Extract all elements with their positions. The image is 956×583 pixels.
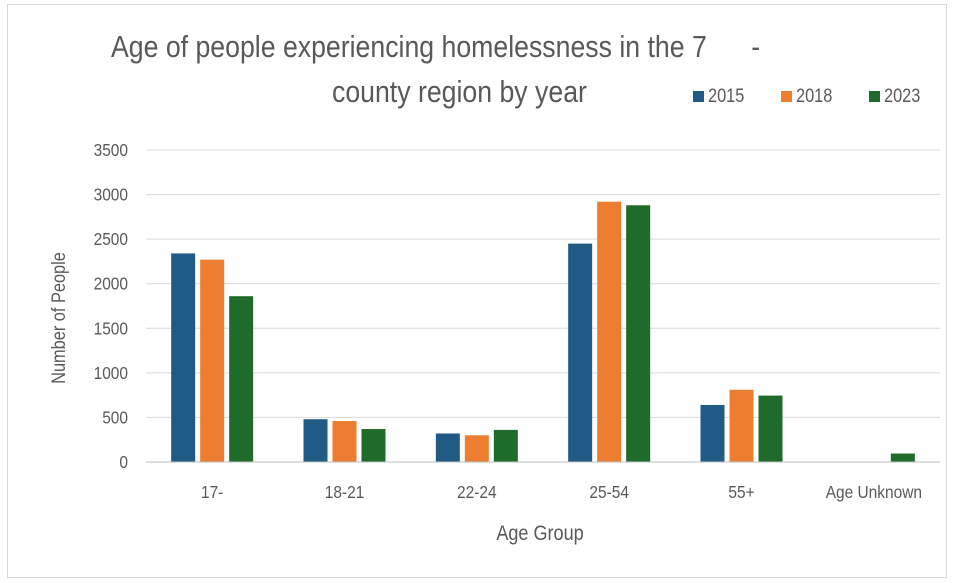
- bar-2023: [626, 205, 651, 463]
- y-tick-label: 2500: [94, 229, 128, 249]
- bar-2015: [568, 243, 593, 462]
- legend-label-2023: 2023: [884, 86, 921, 107]
- legend-label-2018: 2018: [796, 86, 833, 107]
- x-tick-label: 22-24: [457, 482, 497, 502]
- chart-title-line-2: county region by year: [332, 74, 587, 109]
- bar-2018: [200, 259, 225, 462]
- y-tick-label: 3000: [94, 184, 128, 204]
- legend-swatch-2018: [781, 91, 792, 102]
- x-tick-label: Age Unknown: [826, 482, 922, 502]
- bar-2023: [758, 395, 783, 462]
- y-tick-label: 500: [102, 407, 128, 427]
- chart-title-line-1: Age of people experiencing homelessness …: [111, 29, 761, 64]
- bar-2018: [332, 420, 357, 462]
- y-tick-label: 2000: [94, 274, 128, 294]
- x-tick-label: 18-21: [325, 482, 365, 502]
- bar-2023: [361, 429, 386, 462]
- x-tick-label: 17-: [201, 482, 223, 502]
- y-tick-label: 1000: [94, 363, 128, 383]
- legend-label-2015: 2015: [708, 86, 745, 107]
- bar-2023: [229, 296, 254, 462]
- x-tick-label: 25-54: [589, 482, 629, 502]
- x-tick-label: 55+: [728, 482, 754, 502]
- bar-2015: [700, 404, 725, 462]
- x-axis-title: Age Group: [496, 522, 584, 545]
- bar-2015: [435, 433, 460, 462]
- bar-2015: [171, 253, 196, 462]
- bar-2023: [890, 453, 915, 462]
- bar-2018: [729, 389, 754, 462]
- bar-2023: [493, 429, 518, 462]
- y-tick-label: 0: [119, 452, 128, 472]
- y-tick-label: 1500: [94, 318, 128, 338]
- legend-swatch-2023: [869, 91, 880, 102]
- bar-2018: [464, 435, 489, 462]
- y-tick-label: 3500: [94, 140, 128, 160]
- legend-swatch-2015: [693, 91, 704, 102]
- bar-2015: [303, 419, 328, 462]
- bar-2018: [597, 201, 622, 462]
